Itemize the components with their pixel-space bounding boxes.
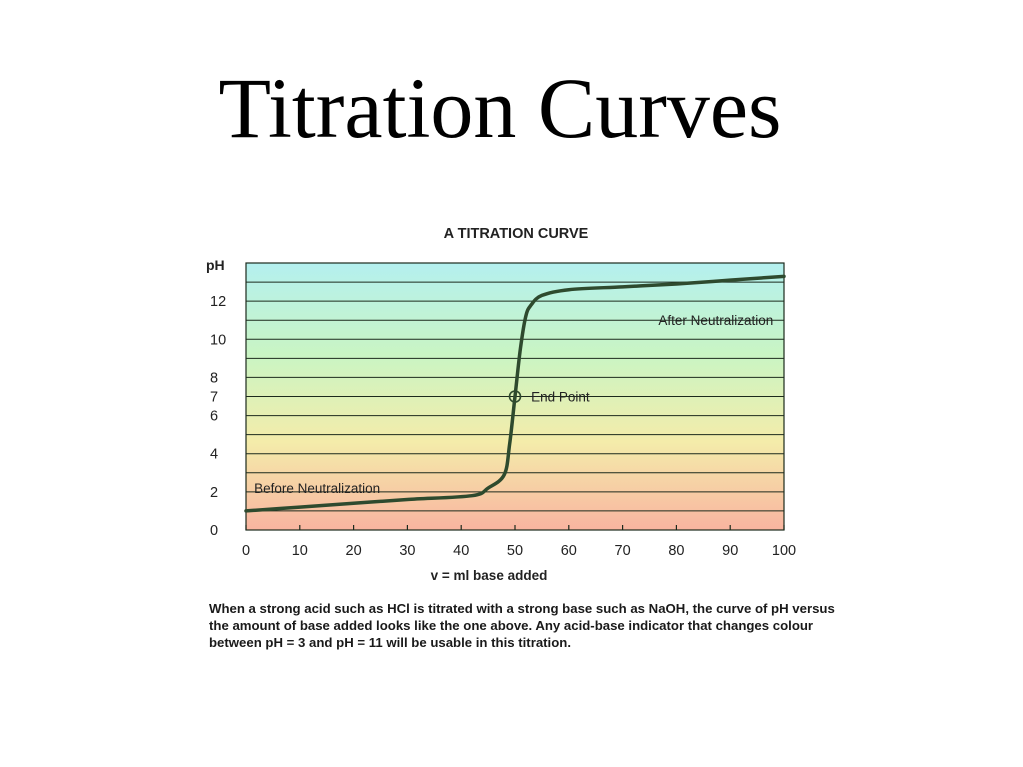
y-tick-label: 8	[210, 370, 218, 386]
x-tick-label: 0	[242, 543, 250, 559]
titration-curve-line	[244, 274, 786, 513]
y-tick-label: 2	[210, 485, 218, 501]
x-tick-label: 40	[453, 543, 469, 559]
x-tick-label: 30	[399, 543, 415, 559]
x-tick-label: 10	[292, 543, 308, 559]
y-tick-label: 10	[210, 332, 226, 348]
x-tick-label: 20	[346, 543, 362, 559]
x-tick-label: 70	[615, 543, 631, 559]
x-tick-label: 50	[507, 543, 523, 559]
y-tick-label: 4	[210, 447, 218, 463]
series-layer	[244, 274, 786, 513]
x-axis-label: v = ml base added	[431, 568, 548, 583]
y-axis-label: pH	[206, 257, 225, 273]
x-tick-label: 80	[668, 543, 684, 559]
slide-title: Titration Curves	[218, 60, 782, 156]
x-tick-label: 60	[561, 543, 577, 559]
y-tick-label: 0	[210, 523, 218, 539]
annotation-label: Before Neutralization	[254, 481, 380, 496]
x-tick-label: 90	[722, 543, 738, 559]
y-tick-label: 12	[210, 294, 226, 310]
annotation-label: After Neutralization	[658, 313, 773, 328]
annotation-label: End Point	[531, 390, 590, 405]
chart-title: A TITRATION CURVE	[444, 226, 589, 242]
x-tick-label: 100	[772, 543, 796, 559]
y-tick-label: 6	[210, 409, 218, 425]
annotations-layer: Before Neutralization End Point After Neut…	[254, 313, 773, 496]
axis-ticks: 0 10 20 30 40 50 60 70 80 90 100 0 2 4 6 7 8 10 12	[210, 294, 796, 559]
y-tick-label: 7	[210, 390, 218, 406]
caption-text: When a strong acid such as HCl is titrat…	[209, 601, 835, 650]
end-point-marker	[508, 390, 522, 403]
